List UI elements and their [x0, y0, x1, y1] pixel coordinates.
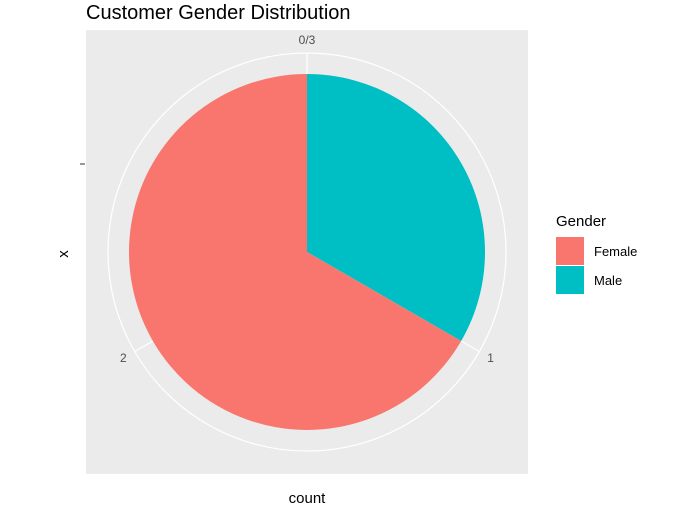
angle-tick-labels: 0/3 1 2: [120, 33, 494, 365]
angle-tick-label: 1: [487, 351, 494, 365]
slice-female: [128, 74, 462, 430]
legend-label-male: Male: [594, 273, 622, 288]
angle-tick-label: 2: [120, 351, 127, 365]
pie-slices: [128, 74, 485, 430]
y-axis-title: x: [55, 250, 72, 258]
legend-items: Female Male: [556, 237, 637, 294]
legend-key-female: [556, 237, 584, 265]
legend-key-male: [556, 266, 584, 294]
slice-male: [307, 74, 485, 341]
chart-title: Customer Gender Distribution: [86, 2, 351, 24]
angle-tick-label: 0/3: [299, 33, 316, 47]
x-axis-title: count: [289, 490, 327, 507]
legend-label-female: Female: [594, 244, 637, 259]
legend-title: Gender: [556, 213, 606, 230]
legend: Gender Female Male: [556, 213, 637, 294]
